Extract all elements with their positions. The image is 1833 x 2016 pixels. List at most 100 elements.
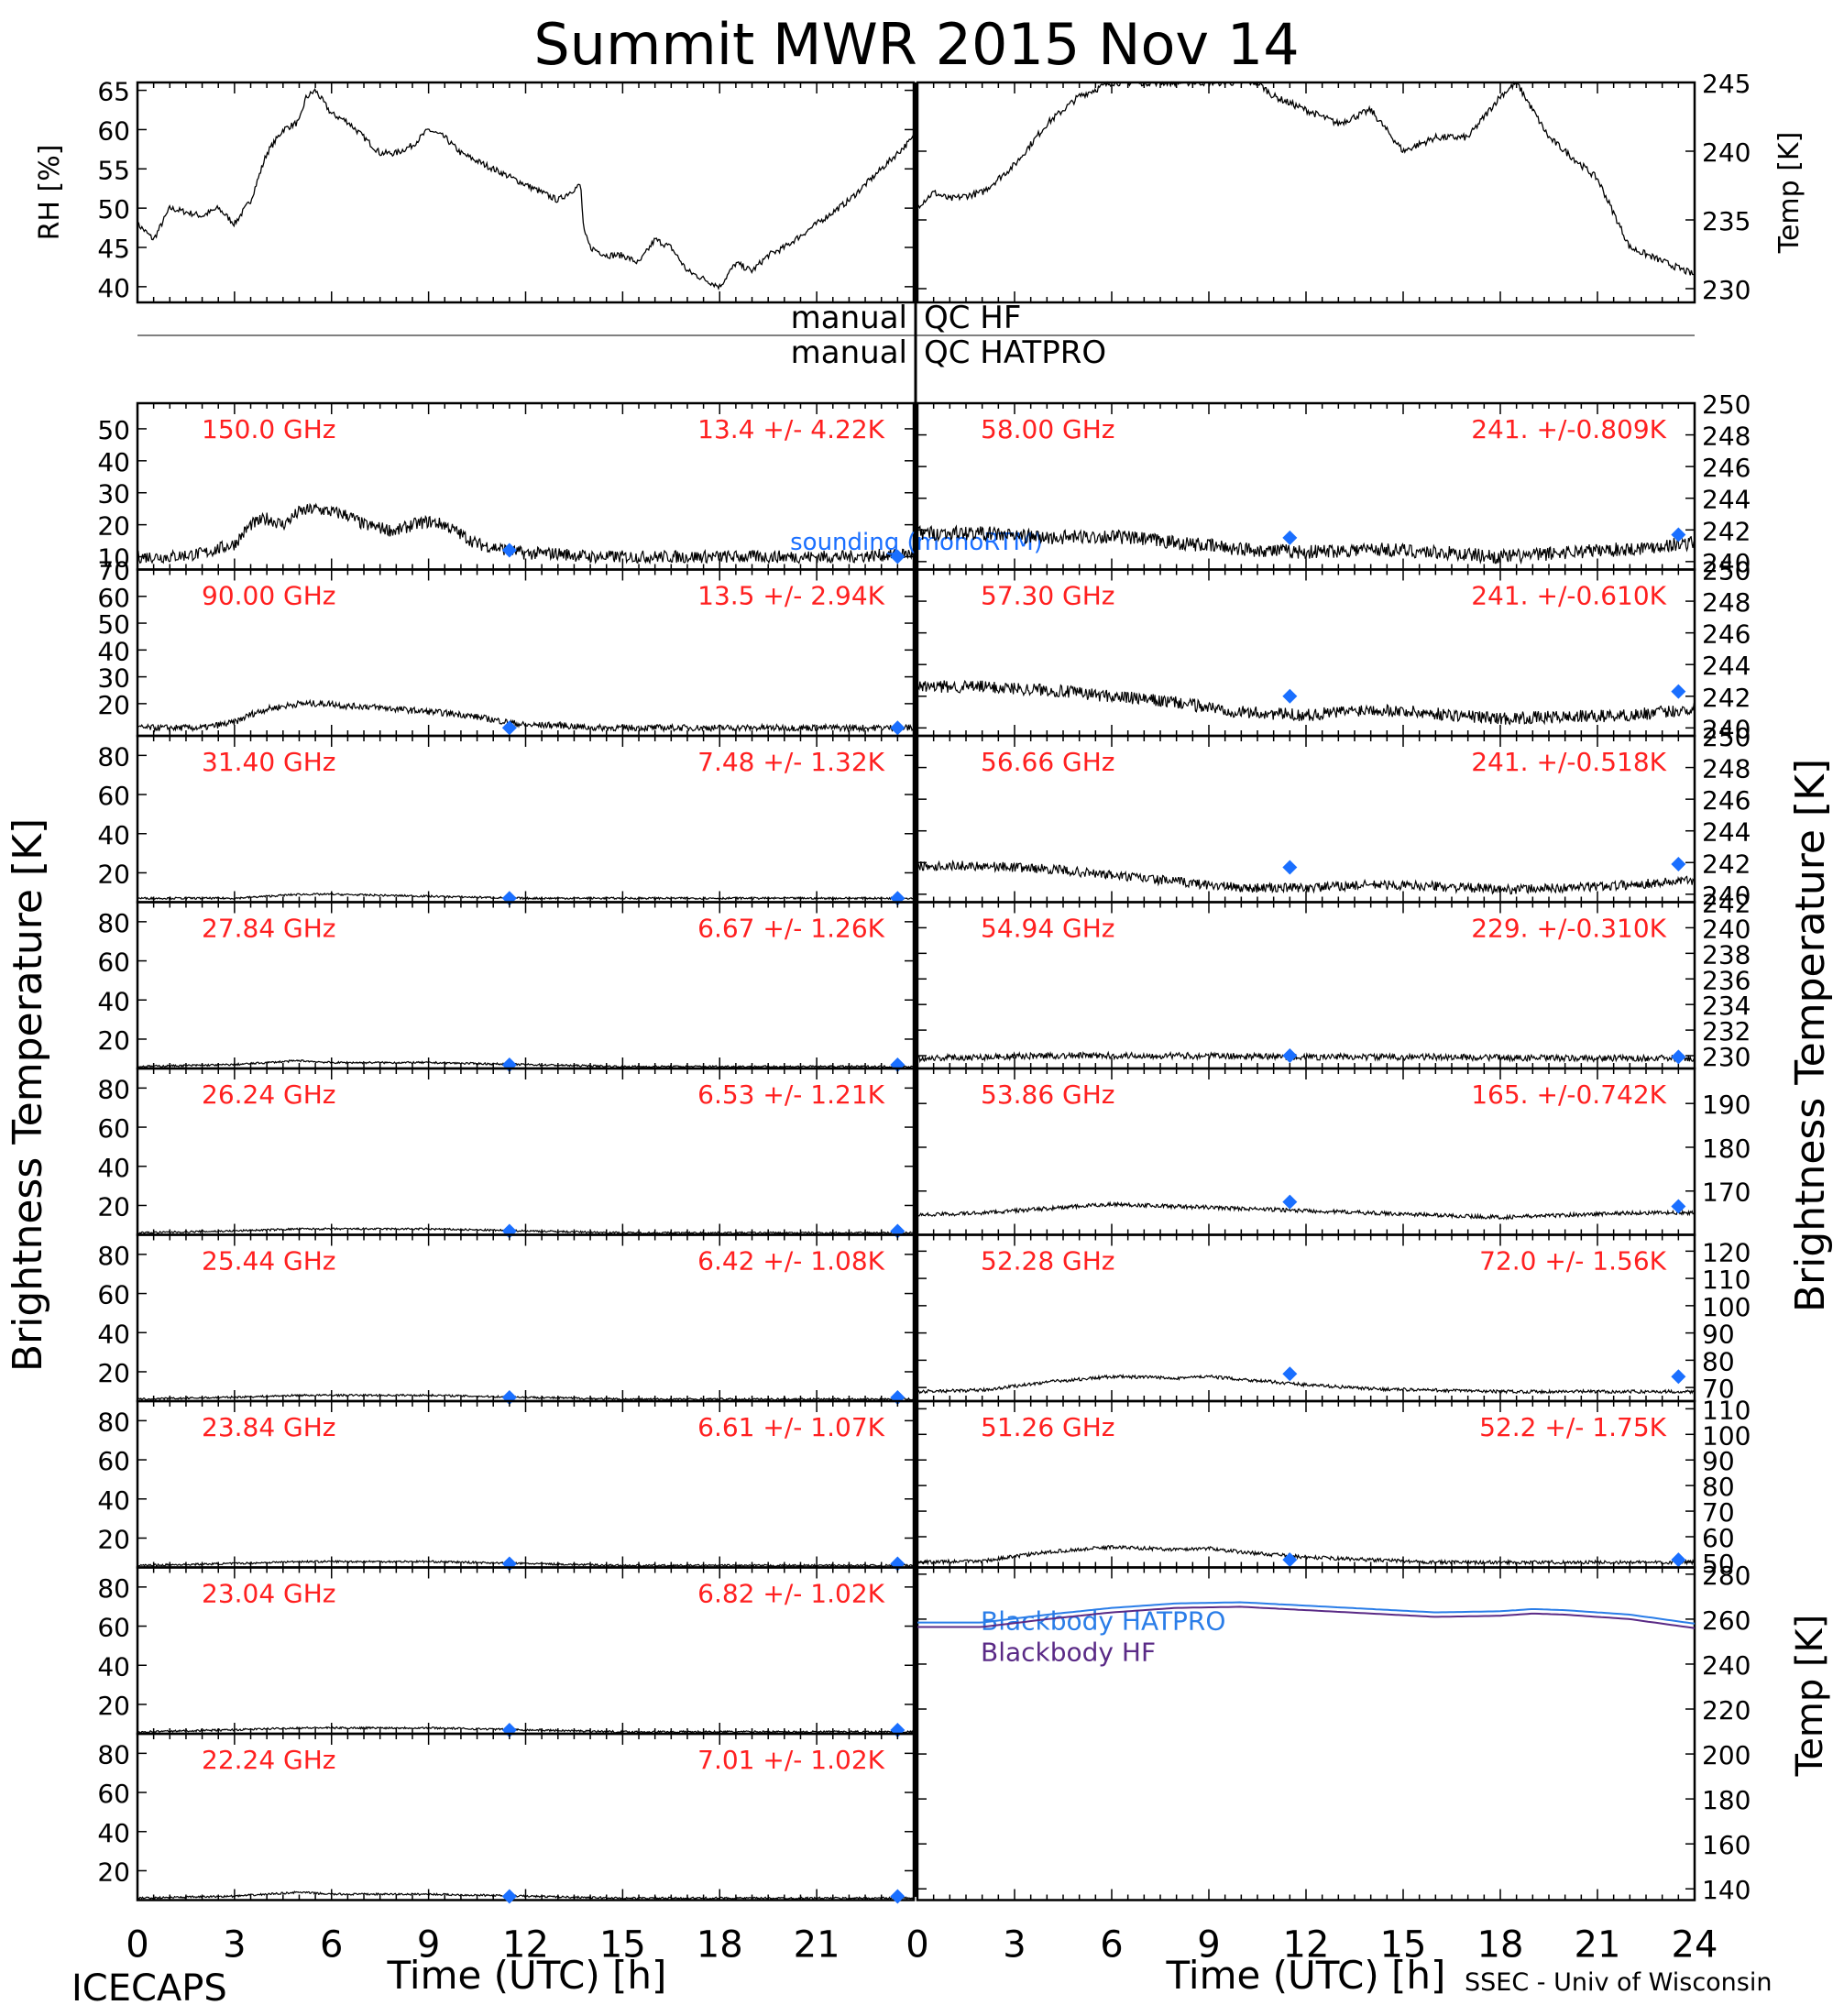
channel-frequency-label: 52.28 GHz — [981, 1246, 1115, 1276]
y-tick-label: 20 — [97, 1857, 130, 1887]
sounding-point — [1671, 1049, 1686, 1065]
y-tick-label: 140 — [1702, 1875, 1751, 1905]
sounding-point — [1282, 1194, 1298, 1210]
y-tick-label: 60 — [97, 1779, 130, 1809]
tb-series-line — [137, 502, 915, 565]
tb-series-line — [916, 1200, 1696, 1221]
y-tick-label: 20 — [97, 1358, 130, 1388]
qc-value-2: QC HATPRO — [924, 334, 1106, 371]
y-tick-label: 40 — [97, 1651, 130, 1682]
channel-mean-std-label: 7.48 +/- 1.32K — [697, 747, 884, 777]
y-tick-label: 240 — [1702, 914, 1751, 944]
channel-mean-std-label: 241. +/-0.809K — [1471, 414, 1666, 444]
tb-series-line — [137, 1559, 915, 1568]
y-tick-label: 60 — [97, 115, 130, 146]
y-tick-label: 40 — [97, 273, 130, 303]
y-tick-label: 80 — [97, 741, 130, 772]
tb-series-line — [137, 1227, 915, 1235]
temp-series-line — [916, 81, 1696, 276]
sounding-point — [1671, 1369, 1686, 1385]
rh-axis-label: RH [%] — [34, 145, 66, 241]
sounding-point — [501, 542, 517, 558]
y-tick-label: 180 — [1702, 1785, 1751, 1815]
channel-frequency-label: 53.86 GHz — [981, 1079, 1115, 1110]
y-tick-label: 90 — [1702, 1320, 1735, 1350]
sounding-point — [890, 549, 906, 564]
y-tick-label: 80 — [97, 1573, 130, 1604]
y-tick-label: 20 — [97, 1524, 130, 1554]
tb-series-line — [137, 1059, 914, 1069]
channel-frequency-label: 27.84 GHz — [202, 914, 336, 944]
y-tick-label: 230 — [1702, 275, 1751, 305]
x-tick-label: 15 — [1380, 1924, 1427, 1967]
channel-mean-std-label: 165. +/-0.742K — [1471, 1079, 1666, 1110]
y-tick-label: 240 — [1702, 137, 1751, 168]
channel-mean-std-label: 241. +/-0.518K — [1471, 747, 1666, 777]
channel-mean-std-label: 6.82 +/- 1.02K — [697, 1579, 884, 1609]
channel-mean-std-label: 6.61 +/- 1.07K — [697, 1412, 884, 1442]
blackbody-axis-label: Temp [K] — [1789, 1615, 1831, 1778]
channel-frequency-label: 26.24 GHz — [202, 1079, 336, 1110]
channel-frequency-label: 57.30 GHz — [981, 581, 1115, 611]
temp-panel-frame — [916, 81, 1696, 304]
y-tick-label: 260 — [1702, 1605, 1751, 1636]
tb-series-line — [137, 892, 915, 901]
blackbody-legend-label: Blackbody HF — [981, 1638, 1156, 1668]
x-tick-label: 9 — [417, 1924, 440, 1967]
y-tick-label: 242 — [1702, 849, 1751, 879]
y-tick-label: 20 — [97, 1191, 130, 1222]
y-tick-label: 246 — [1702, 619, 1751, 650]
y-tick-label: 242 — [1702, 683, 1751, 713]
y-tick-label: 70 — [97, 556, 130, 586]
channel-frequency-label: 54.94 GHz — [981, 914, 1115, 944]
y-tick-label: 70 — [1702, 1374, 1735, 1404]
y-tick-label: 248 — [1702, 754, 1751, 784]
left-y-axis-label: Brightness Temperature [K] — [5, 818, 51, 1372]
tb-series-line — [137, 698, 915, 733]
channel-mean-std-label: 7.01 +/- 1.02K — [697, 1745, 884, 1775]
channel-mean-std-label: 52.2 +/- 1.75K — [1479, 1412, 1666, 1442]
y-tick-label: 40 — [97, 636, 130, 666]
channel-frequency-label: 90.00 GHz — [202, 581, 336, 611]
y-tick-label: 170 — [1702, 1178, 1751, 1208]
channel-mean-std-label: 229. +/-0.310K — [1471, 914, 1666, 944]
x-tick-label: 0 — [126, 1924, 148, 1967]
y-tick-label: 250 — [1702, 389, 1751, 420]
x-tick-label: 21 — [1575, 1924, 1621, 1967]
channel-frequency-label: 150.0 GHz — [202, 414, 336, 444]
right-y-axis-label: Brightness Temperature [K] — [1787, 759, 1833, 1312]
y-tick-label: 60 — [1702, 1523, 1735, 1553]
sounding-point — [1282, 1048, 1298, 1064]
x-tick-label: 18 — [697, 1924, 743, 1967]
sounding-point — [1282, 1366, 1298, 1382]
qc-label-1: manual — [791, 300, 907, 336]
sounding-point — [501, 720, 517, 736]
footer-right: SSEC - Univ of Wisconsin — [1465, 1968, 1772, 1997]
y-tick-label: 246 — [1702, 453, 1751, 483]
y-tick-label: 80 — [1702, 1472, 1735, 1502]
y-tick-label: 80 — [97, 1241, 130, 1271]
qc-value-1: QC HF — [924, 300, 1021, 336]
channel-mean-std-label: 6.42 +/- 1.08K — [697, 1246, 884, 1276]
y-tick-label: 40 — [97, 1818, 130, 1848]
tb-series-line — [137, 1726, 915, 1735]
y-tick-label: 20 — [97, 1025, 130, 1056]
sounding-point — [1671, 1552, 1686, 1568]
y-tick-label: 60 — [97, 1280, 130, 1310]
x-tick-label: 9 — [1197, 1924, 1220, 1967]
y-tick-label: 240 — [1702, 548, 1751, 578]
sounding-point — [1671, 527, 1686, 542]
channel-mean-std-label: 72.0 +/- 1.56K — [1479, 1246, 1666, 1276]
channel-frequency-label: 56.66 GHz — [981, 747, 1115, 777]
y-tick-label: 80 — [97, 1739, 130, 1769]
tb-series-line — [916, 1050, 1696, 1064]
y-tick-label: 244 — [1702, 485, 1751, 515]
y-tick-label: 60 — [97, 1113, 130, 1144]
y-tick-label: 248 — [1702, 422, 1751, 452]
x-axis-label-right: Time (UTC) [h] — [1166, 1953, 1446, 1998]
channel-mean-std-label: 13.5 +/- 2.94K — [697, 581, 884, 611]
sounding-point — [1282, 860, 1298, 875]
tb-series-line — [137, 1890, 915, 1901]
y-tick-label: 230 — [1702, 1042, 1751, 1072]
